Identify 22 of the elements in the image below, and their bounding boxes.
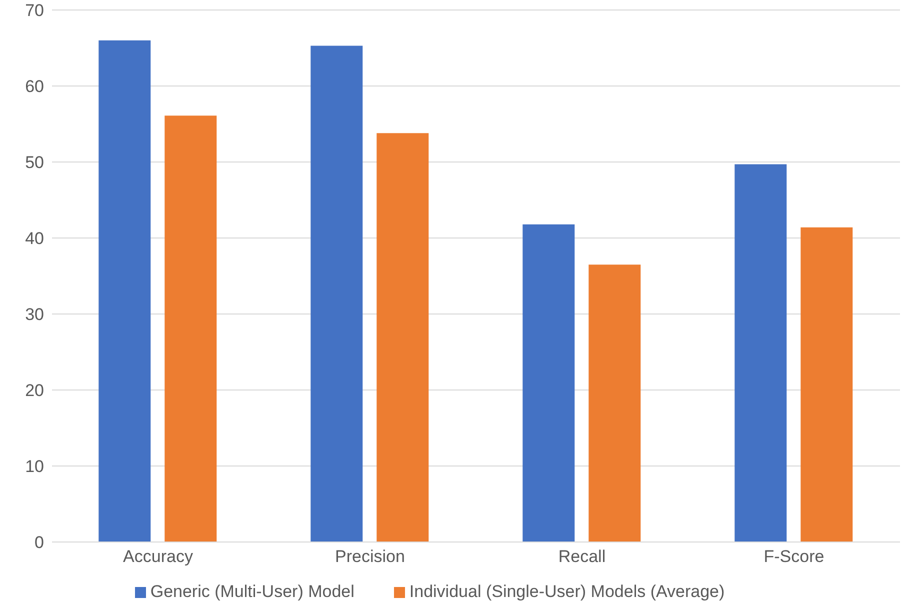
y-tick-label: 70 (25, 1, 44, 20)
y-tick-label: 10 (25, 457, 44, 476)
bar (734, 164, 787, 542)
y-tick-label: 60 (25, 77, 44, 96)
x-tick-label: F-Score (764, 547, 824, 566)
legend-label: Individual (Single-User) Models (Average) (409, 582, 725, 601)
bar (588, 264, 641, 542)
bar (522, 224, 575, 542)
y-tick-label: 20 (25, 381, 44, 400)
bar (164, 116, 217, 542)
bar (376, 133, 429, 542)
x-tick-label: Precision (335, 547, 405, 566)
y-tick-label: 30 (25, 305, 44, 324)
y-tick-label: 50 (25, 153, 44, 172)
x-tick-label: Accuracy (123, 547, 194, 566)
bar (310, 46, 363, 542)
x-tick-label: Recall (558, 547, 606, 566)
bar (98, 40, 151, 542)
y-tick-label: 0 (34, 533, 44, 552)
legend-label: Generic (Multi-User) Model (150, 582, 354, 601)
bar (800, 227, 853, 542)
y-tick-label: 40 (25, 229, 44, 248)
